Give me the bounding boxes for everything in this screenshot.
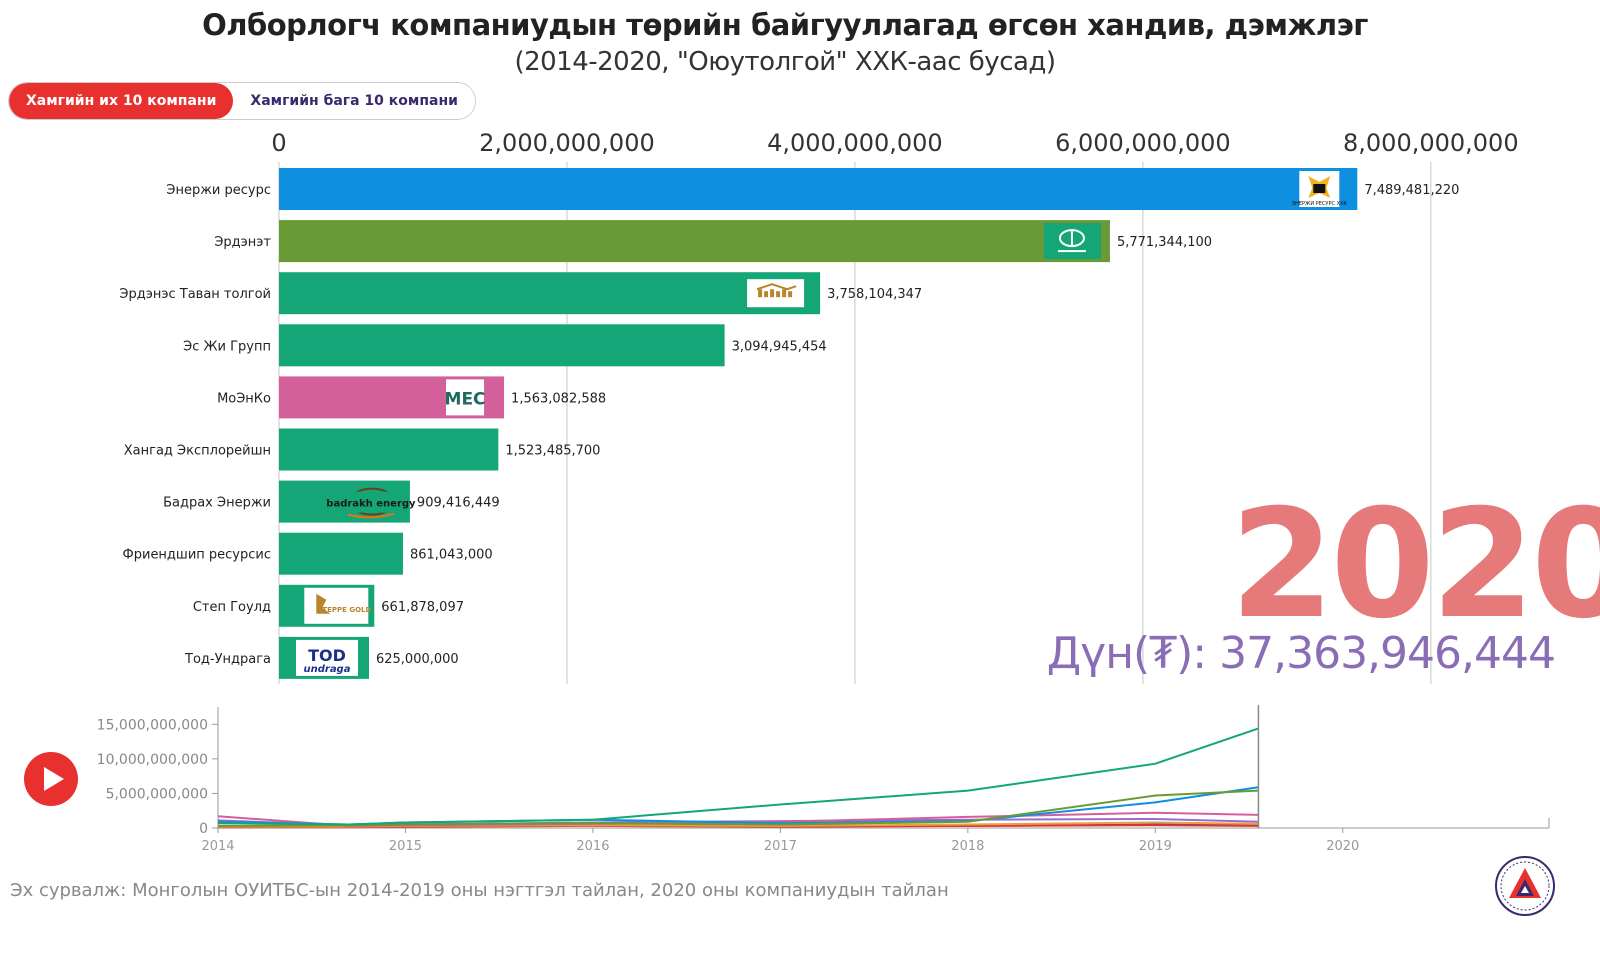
logo-text: STEPPE GOLD [317,606,371,614]
x-tick-label: 0 [271,129,286,157]
logo-mark [347,512,395,519]
category-label: Энержи ресурс [166,183,271,198]
x-tick-label: 6,000,000,000 [1055,129,1231,157]
bottom10-button[interactable]: Хамгийн бага 10 компани [233,83,475,119]
total-amount: Дүн(₮): 37,363,946,444 [1046,628,1556,679]
bar [279,220,1110,263]
bar [279,324,725,367]
category-label: Тод-Ундрага [184,652,271,667]
logo-mark [1057,250,1086,253]
logo-box [304,587,369,624]
year-display: 2020 [1230,478,1600,652]
series-line [217,727,1259,826]
category-label: Эрдэнэт [214,235,271,250]
moenco-logo-icon: MEC [445,379,486,416]
logo-bg [343,491,396,513]
logo-mark [776,291,781,298]
logo-mark [1058,229,1085,248]
bar-chart: 0 2,000,000,000 4,000,000,000 6,000,000,000… [119,129,1519,684]
category-label: Эрдэнэс Таван толгой [119,287,271,302]
x-tick-label: 2016 [576,839,609,854]
value-label: 1,563,082,588 [511,391,606,406]
bar [279,272,821,315]
logo-text: undraga [303,664,350,675]
value-label: 1,523,485,700 [505,444,600,459]
timeline-chart: 0 5,000,000,000 10,000,000,000 15,000,000,0… [97,705,1550,854]
logo-mark [782,289,787,298]
y-tick-label: 5,000,000,000 [106,786,208,802]
x-tick-label: 2015 [389,839,422,854]
y-tick-label: 15,000,000,000 [97,717,208,733]
logo-text: MEC [445,389,486,409]
y-tick-label: 10,000,000,000 [97,752,208,768]
logo-mark [756,283,797,291]
play-button[interactable] [24,752,78,806]
x-tick-label: 2019 [1139,839,1172,854]
category-label: Степ Гоулд [193,600,271,615]
bar [279,532,403,575]
value-label: 661,878,097 [381,600,464,615]
logo-box [446,379,485,416]
value-label: 909,416,449 [417,496,500,511]
logo-text: ЭНЕРЖИ РЕСУРС ХХК [1292,201,1348,207]
bar [279,168,1358,210]
value-label: 625,000,000 [376,652,459,667]
logo-mark [316,593,331,614]
category-label: Бадрах Энержи [163,496,271,511]
logo-box [747,279,805,308]
y-tick-label: 0 [199,821,208,837]
erdenet-logo-icon [1043,223,1101,260]
logo-mark [764,291,769,298]
logo-mark [770,289,775,298]
value-label: 861,043,000 [410,548,493,563]
category-label: МоЭнКо [217,391,271,406]
x-tick-label: 8,000,000,000 [1343,129,1519,157]
x-tick-label: 4,000,000,000 [767,129,943,157]
chart-subtitle: (2014-2020, "Оюутолгой" ХХК-аас бусад) [514,47,1056,77]
x-tick-label: 2020 [1326,839,1359,854]
steppe-gold-logo-icon: STEPPE GOLD [304,587,372,624]
organization-logo-icon [1495,856,1555,916]
x-tick-label: 2018 [951,839,984,854]
x-tick-label: 2,000,000,000 [479,129,655,157]
value-label: 7,489,481,220 [1364,183,1459,198]
value-label: 5,771,344,100 [1117,235,1212,250]
energy-resources-logo-icon: ЭНЕРЖИ РЕСУРС ХХК [1292,171,1348,207]
x-tick-label: 2014 [201,839,234,854]
logo-mark [788,291,793,298]
x-tick-label: 2017 [764,839,797,854]
logo-text: TOD [308,646,346,665]
category-label: Эс Жи Групп [183,339,271,354]
category-label: Фриендшип ресурсис [123,548,271,563]
play-icon [44,767,64,791]
value-label: 3,094,945,454 [732,339,827,354]
erdenes-tavan-tolgoi-logo-icon [747,279,805,308]
bar [279,428,499,471]
logo-mark [758,289,763,298]
top10-button[interactable]: Хамгийн их 10 компани [9,83,234,119]
logo-box [295,639,358,676]
logo-text: badrakh energy [326,499,416,510]
chart-title: Олборлогч компаниудын төрийн байгууллага… [202,8,1368,42]
ranking-toggle: Хамгийн их 10 компани Хамгийн бага 10 ко… [8,82,476,120]
value-label: 3,758,104,347 [827,287,922,302]
category-label: Хангад Эксплорейшн [124,444,271,459]
logo-center [1313,184,1326,193]
badrakh-energy-logo-icon: badrakh energy [326,487,416,519]
source-note: Эх сурвалж: Монголын ОУИТБС-ын 2014-2019… [10,880,949,901]
